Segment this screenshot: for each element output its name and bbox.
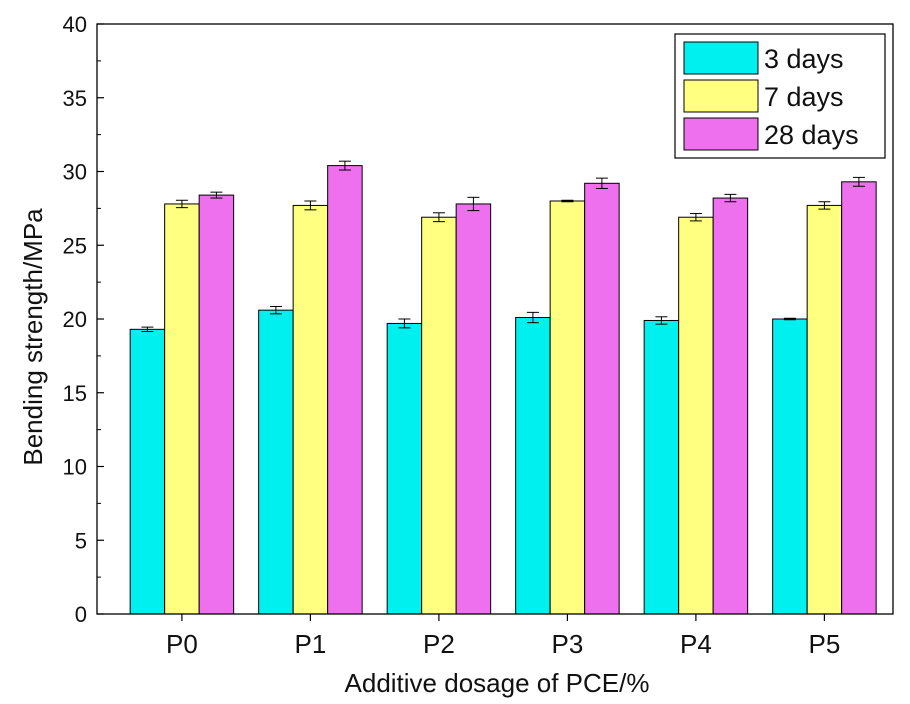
bar-p5-3-days (772, 318, 808, 615)
bar-p3-7-days (549, 200, 586, 615)
x-tick-label-p5: P5 (809, 629, 841, 659)
x-tick-label-p0: P0 (166, 629, 198, 659)
y-tick-label: 20 (63, 307, 87, 332)
y-tick-label: 30 (63, 160, 87, 185)
y-tick-label: 25 (63, 233, 87, 258)
bar-p0-3-days (129, 328, 166, 615)
bar-p1-7-days (292, 204, 329, 615)
y-tick-label: 5 (75, 528, 87, 553)
bar-p5-7-days (806, 204, 843, 615)
legend-label-7-days: 7 days (764, 82, 844, 112)
error-bar-p3-3-days (526, 311, 539, 324)
error-bar-p1-28-days (338, 160, 351, 171)
bar-p0-28-days (198, 194, 235, 615)
error-bar-p1-7-days (304, 200, 317, 211)
y-tick-label: 35 (63, 86, 87, 111)
error-bar-p0-3-days (141, 326, 154, 333)
bar-p2-3-days (386, 322, 423, 615)
y-tick-label: 40 (63, 12, 87, 37)
error-bar-p2-28-days (467, 196, 480, 212)
error-bar-p4-3-days (655, 316, 668, 325)
legend-label-3-days: 3 days (764, 44, 844, 74)
error-bar-p5-28-days (852, 176, 865, 187)
y-tick-label: 15 (63, 381, 87, 406)
x-tick-label-p3: P3 (552, 629, 584, 659)
y-tick-label: 10 (63, 455, 87, 480)
legend-swatch-28-days (683, 117, 759, 151)
error-bar-p4-7-days (689, 213, 702, 222)
error-bar-p2-7-days (432, 212, 445, 223)
legend: 3 days 7 days 28 days (674, 33, 886, 159)
x-tick-label-p2: P2 (423, 629, 455, 659)
bar-p3-3-days (515, 317, 551, 615)
bar-p4-7-days (678, 216, 714, 615)
bar-p5-28-days (841, 181, 877, 615)
y-axis-title: Bending strength/MPa (18, 208, 48, 466)
error-bar-p5-7-days (818, 201, 831, 210)
x-tick-label-p1: P1 (295, 629, 327, 659)
bar-p4-3-days (643, 319, 680, 615)
x-axis-title: Additive dosage of PCE/% (345, 668, 650, 698)
bar-p0-7-days (164, 203, 200, 615)
error-bar-p1-3-days (269, 305, 282, 315)
bar-p1-3-days (258, 309, 294, 615)
y-tick-label: 0 (75, 602, 87, 627)
error-bar-p5-3-days (783, 317, 796, 321)
legend-label-28-days: 28 days (764, 120, 859, 150)
bar-p3-28-days (584, 182, 620, 615)
error-bar-p2-3-days (398, 318, 411, 329)
error-bar-p3-28-days (595, 177, 608, 189)
error-bar-p3-7-days (561, 199, 574, 203)
error-bar-p0-7-days (175, 199, 188, 209)
axes-layer: 0 5 10 15 20 25 30 35 40 P0 P1 P2 P3 P4 P5 (63, 12, 894, 659)
bars-layer (129, 160, 877, 615)
legend-swatch-3-days (683, 41, 759, 75)
bar-p2-28-days (455, 203, 492, 615)
bar-p2-7-days (421, 216, 457, 615)
x-tick-label-p4: P4 (680, 629, 712, 659)
error-bar-p4-28-days (724, 193, 737, 203)
bar-p1-28-days (327, 165, 363, 615)
legend-swatch-7-days (683, 79, 759, 113)
error-bar-p0-28-days (210, 191, 223, 199)
bar-p4-28-days (712, 197, 749, 615)
